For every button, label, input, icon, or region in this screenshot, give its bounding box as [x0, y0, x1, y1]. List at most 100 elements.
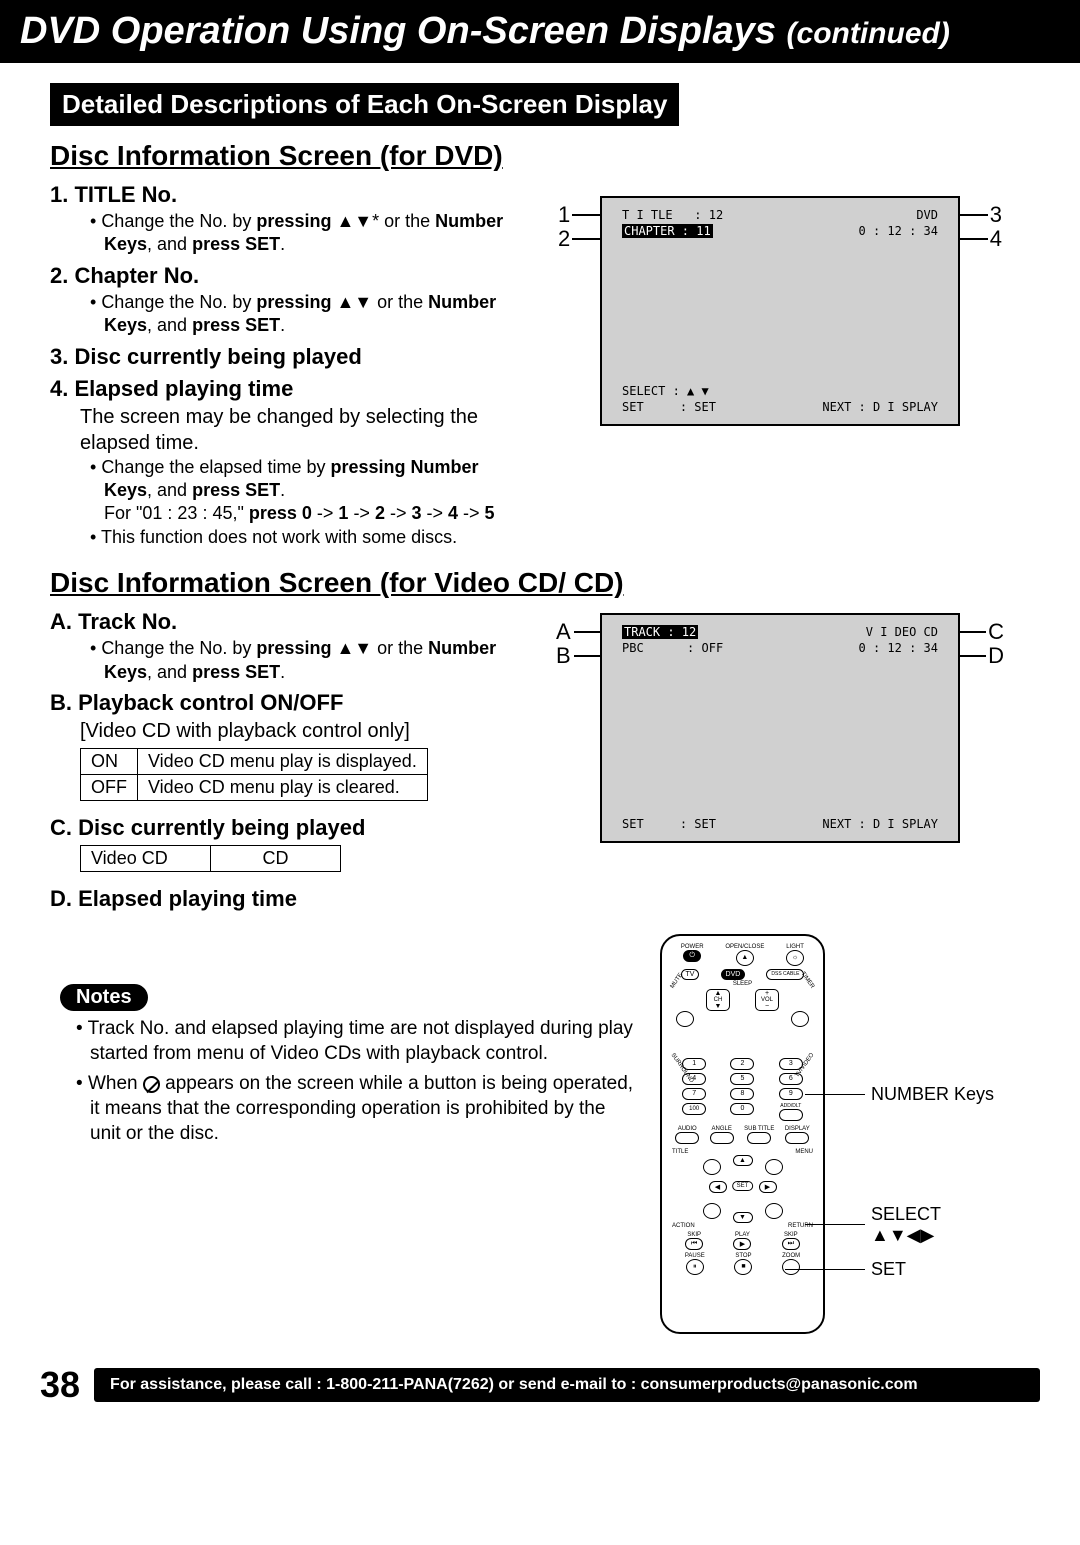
callout-1: 1: [558, 202, 570, 228]
display-button[interactable]: [785, 1132, 809, 1144]
pbc-off-desc: Video CD menu play is cleared.: [138, 774, 428, 800]
pbc-on-desc: Video CD menu play is displayed.: [138, 748, 428, 774]
up-icon: [336, 211, 354, 231]
remote-area: POWER⏻ OPEN/CLOSE▲ LIGHT☼ TV DVD DSS CAB…: [660, 934, 1035, 1334]
callout-C: C: [988, 619, 1004, 645]
vcd-itemB-heading: B. Playback control ON/OFF: [50, 690, 530, 716]
note-1: Track No. and elapsed playing time are n…: [76, 1017, 640, 1066]
content-area: Detailed Descriptions of Each On-Screen …: [0, 63, 1080, 1334]
remote-control: POWER⏻ OPEN/CLOSE▲ LIGHT☼ TV DVD DSS CAB…: [660, 934, 825, 1334]
down-icon: [889, 1225, 907, 1245]
page-banner: DVD Operation Using On-Screen Displays (…: [0, 0, 1080, 63]
note-2: When appears on the screen while a butto…: [76, 1072, 640, 1146]
manual-page: DVD Operation Using On-Screen Displays (…: [0, 0, 1080, 1406]
down-icon: [354, 638, 372, 658]
dvd-item4-body: The screen may be changed by selecting t…: [80, 404, 530, 456]
nav-down[interactable]: ▼: [733, 1212, 753, 1223]
callout-D: D: [988, 643, 1004, 669]
down-icon: [354, 211, 372, 231]
action-button[interactable]: [703, 1203, 721, 1219]
dvd-item2-bullet: Change the No. by pressing or the Number…: [90, 291, 530, 338]
return-button[interactable]: [765, 1203, 783, 1219]
dvd-screen: T I TLE : 12 CHAPTER : 11 DVD 0 : 12 : 3…: [600, 196, 960, 426]
section-heading: Detailed Descriptions of Each On-Screen …: [50, 83, 679, 126]
vcd-itemD-heading: D. Elapsed playing time: [50, 886, 530, 912]
num-2[interactable]: 2: [730, 1058, 754, 1070]
title-button[interactable]: [703, 1159, 721, 1175]
up-icon: [336, 638, 354, 658]
callout-A: A: [556, 619, 571, 645]
vcd-section-title: Disc Information Screen (for Video CD/ C…: [50, 567, 1030, 599]
up-icon: [336, 292, 354, 312]
remote-callouts: NUMBER Keys SELECT SET: [825, 934, 1035, 1334]
dvd-item3-heading: 3. Disc currently being played: [50, 344, 530, 370]
dvd-item4-bullet1: Change the elapsed time by pressing Numb…: [90, 456, 530, 526]
dvd-section-title: Disc Information Screen (for DVD): [50, 140, 1030, 172]
notes-label: Notes: [60, 984, 148, 1011]
label-select: SELECT: [871, 1204, 941, 1246]
chapter-highlight: CHAPTER : 11: [622, 224, 713, 238]
num-9[interactable]: 9: [779, 1088, 803, 1100]
left-icon: [907, 1225, 921, 1245]
notes-remote-row: Notes Track No. and elapsed playing time…: [50, 934, 1030, 1334]
vcd-itemB-body: [Video CD with playback control only]: [80, 718, 530, 744]
vcd-left: A. Track No. Change the No. by pressing …: [50, 603, 530, 914]
label-set: SET: [871, 1259, 906, 1280]
vcd-right: A B C D TRACK : 12 PBC : OFF V I DEO CD …: [560, 603, 1030, 914]
pbc-on: ON: [81, 748, 138, 774]
audio-button[interactable]: [675, 1132, 699, 1144]
timer-button[interactable]: [791, 1011, 809, 1027]
vcd-itemA-heading: A. Track No.: [50, 609, 530, 635]
menu-button[interactable]: [765, 1159, 783, 1175]
open-close-button[interactable]: ▲: [736, 950, 754, 966]
page-title: DVD Operation Using On-Screen Displays (…: [20, 10, 1060, 53]
label-number-keys: NUMBER Keys: [871, 1084, 994, 1105]
vcd-two-col: A. Track No. Change the No. by pressing …: [50, 603, 1030, 914]
pause-button[interactable]: ⏸: [686, 1259, 704, 1275]
power-button[interactable]: ⏻: [683, 950, 701, 962]
disc-type-table: Video CDCD: [80, 845, 341, 872]
callout-4: 4: [990, 226, 1002, 252]
footer-text: For assistance, please call : 1-800-211-…: [94, 1368, 1040, 1402]
dvd-item4-heading: 4. Elapsed playing time: [50, 376, 530, 402]
nav-left[interactable]: ◀: [709, 1181, 727, 1193]
play-button[interactable]: ▶: [733, 1238, 751, 1250]
vcd-itemC-heading: C. Disc currently being played: [50, 815, 530, 841]
set-button[interactable]: SET: [732, 1181, 754, 1191]
light-button[interactable]: ☼: [786, 950, 804, 966]
num-7[interactable]: 7: [682, 1088, 706, 1100]
add-dlt-button[interactable]: [779, 1109, 803, 1121]
down-icon: [354, 292, 372, 312]
callout-2: 2: [558, 226, 570, 252]
nav-right[interactable]: ▶: [759, 1181, 777, 1193]
title-continued: (continued): [787, 17, 950, 50]
num-5[interactable]: 5: [730, 1073, 754, 1085]
page-footer: 38 For assistance, please call : 1-800-2…: [40, 1364, 1040, 1406]
stop-button[interactable]: ■: [734, 1259, 752, 1275]
skip-fwd-button[interactable]: ⏭: [782, 1238, 800, 1250]
angle-button[interactable]: [710, 1132, 734, 1144]
up-icon: [871, 1225, 889, 1245]
zoom-button[interactable]: [782, 1259, 800, 1275]
num-0[interactable]: 0: [730, 1103, 754, 1115]
dvd-item2-heading: 2. Chapter No.: [50, 263, 530, 289]
dvd-two-col: 1. TITLE No. Change the No. by pressing …: [50, 176, 1030, 549]
subtitle-button[interactable]: [747, 1132, 771, 1144]
dvd-right: 1 2 3 4 T I TLE : 12 CHAPTER : 11 DVD 0 …: [560, 176, 1030, 549]
num-100[interactable]: 100: [682, 1103, 706, 1115]
down-icon: [702, 384, 709, 398]
pbc-off: OFF: [81, 774, 138, 800]
prohibit-icon: [143, 1076, 160, 1093]
dvd-item1-heading: 1. TITLE No.: [50, 182, 530, 208]
dvd-left: 1. TITLE No. Change the No. by pressing …: [50, 176, 530, 549]
up-icon: [687, 384, 694, 398]
mute-button[interactable]: [676, 1011, 694, 1027]
dvd-button[interactable]: DVD: [721, 969, 746, 980]
num-8[interactable]: 8: [730, 1088, 754, 1100]
right-icon: [921, 1225, 935, 1245]
skip-back-button[interactable]: ⏮: [685, 1238, 703, 1250]
dvd-item4-bullet2: This function does not work with some di…: [90, 526, 530, 549]
vcd-screen: TRACK : 12 PBC : OFF V I DEO CD 0 : 12 :…: [600, 613, 960, 843]
nav-up[interactable]: ▲: [733, 1155, 753, 1166]
callout-B: B: [556, 643, 571, 669]
